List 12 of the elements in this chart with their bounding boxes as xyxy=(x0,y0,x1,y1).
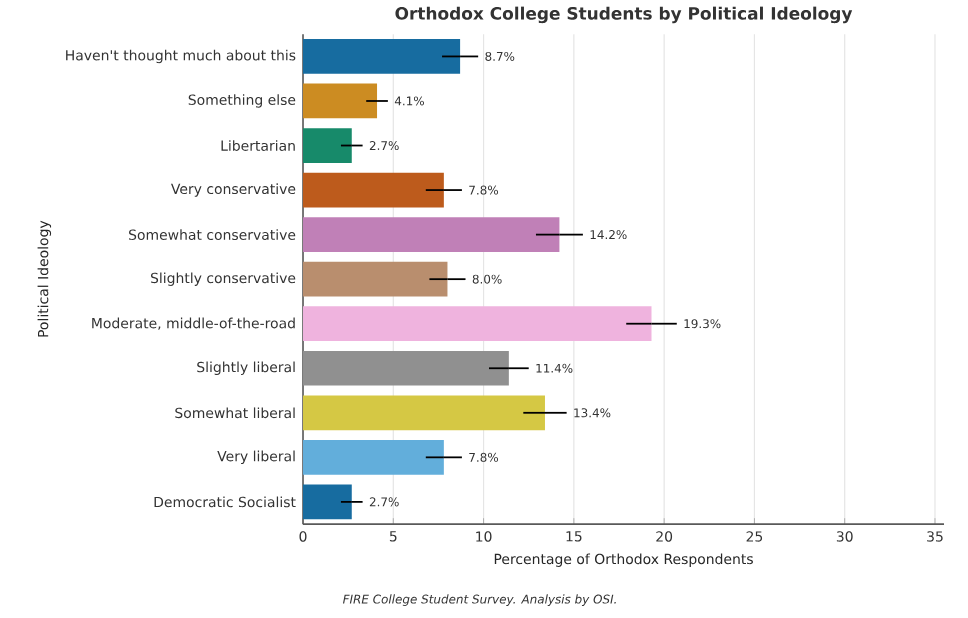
bar xyxy=(303,484,352,520)
bar xyxy=(303,217,560,252)
bar xyxy=(303,83,378,119)
bar xyxy=(303,172,444,208)
chart-title: Orthodox College Students by Political Ideology xyxy=(395,6,853,24)
bar xyxy=(303,39,461,74)
bar xyxy=(303,350,509,386)
bar xyxy=(303,261,448,297)
bar xyxy=(303,395,545,431)
bar xyxy=(303,306,652,342)
bar xyxy=(303,439,444,475)
bar xyxy=(303,128,352,163)
